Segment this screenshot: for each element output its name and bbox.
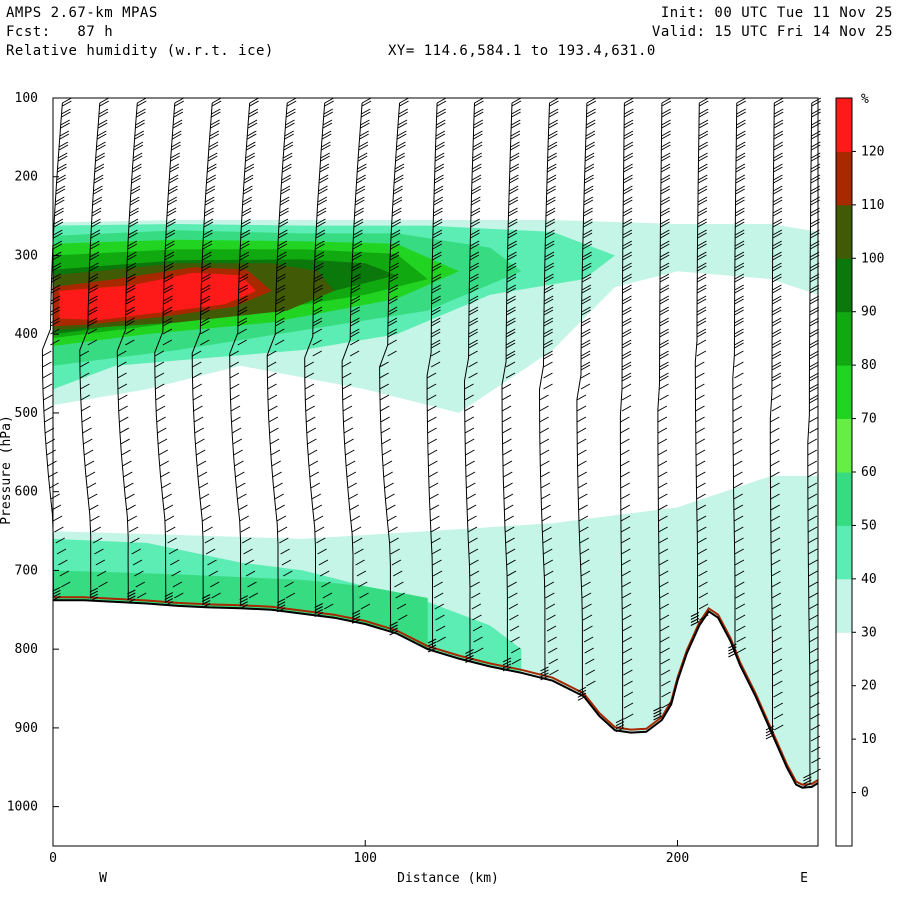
y-tick-label: 100 (15, 91, 38, 106)
colorbar-level-label: 20 (861, 679, 877, 694)
colorbar-swatch (836, 365, 852, 419)
colorbar-swatch (836, 739, 852, 793)
y-tick-label: 900 (15, 721, 38, 736)
colorbar-swatch (836, 792, 852, 847)
y-tick-label: 1000 (7, 800, 38, 815)
colorbar-swatch (836, 311, 852, 366)
y-tick-label: 400 (15, 327, 38, 342)
colorbar-level-label: 30 (861, 625, 877, 640)
colorbar-unit: % (861, 92, 869, 107)
rh-region-rh_130 (59, 272, 257, 320)
colorbar-level-label: 40 (861, 572, 877, 587)
wind-barb-column (426, 97, 447, 653)
xy-range: XY= 114.6,584.1 to 193.4,631.0 (388, 43, 656, 59)
axis-layer: 100 200 300 400 500 600 700 800 900 1000 0 100 200 (7, 91, 690, 866)
wind-barb-column (803, 97, 822, 788)
colorbar-swatch (836, 98, 852, 152)
valid-time: Valid: 15 UTC Fri 14 Nov 25 (651, 24, 893, 40)
colorbar-swatch (836, 418, 852, 473)
x-tick-label: 100 (354, 851, 377, 866)
init-time: Init: 00 UTC Tue 11 Nov 25 (660, 5, 893, 21)
colorbar-level-label: 70 (861, 412, 877, 427)
wind-barb-column (501, 97, 522, 672)
wind-barb-column (379, 97, 409, 636)
terrain-line (53, 599, 819, 789)
wind-barb-column (154, 97, 185, 607)
forecast-hour: Fcst: 87 h (6, 24, 114, 40)
y-tick-label: 600 (15, 485, 38, 500)
field-name: Relative humidity (w.r.t. ice) (6, 43, 274, 59)
x-tick-label: 200 (666, 851, 689, 866)
wind-barb-column (615, 97, 634, 733)
colorbar-swatch (836, 525, 852, 580)
colorbar-swatch (836, 685, 852, 740)
colorbar-swatch (836, 472, 852, 526)
x-tick-label: 0 (49, 851, 57, 866)
wind-barb-column (41, 97, 72, 601)
colorbar-level-label: 100 (861, 251, 884, 266)
wind-barb-column (79, 97, 110, 602)
colorbar-swatch (836, 578, 852, 633)
colorbar-level-label: 80 (861, 358, 877, 373)
terrain-layer (53, 596, 819, 846)
plot-frame (52, 97, 819, 847)
below-ground-mask (53, 600, 818, 846)
colorbar-swatch (836, 632, 852, 687)
wind-barb-layer (41, 97, 822, 788)
y-tick-label: 800 (15, 642, 38, 657)
colorbar-swatch (836, 204, 852, 259)
y-tick-label: 500 (15, 406, 38, 421)
wind-barb-column (690, 97, 709, 626)
wind-barb-column (576, 97, 597, 701)
colorbar-level-label: 60 (861, 465, 877, 480)
colorbar-level-label: 10 (861, 732, 877, 747)
colorbar-swatch (836, 258, 852, 313)
colorbar-level-label: 90 (861, 305, 877, 320)
wind-barb-column (538, 97, 559, 681)
y-tick-label: 700 (15, 563, 38, 578)
wind-barb-column (266, 97, 297, 613)
east-label: E (800, 871, 808, 886)
wind-barb-column (765, 97, 784, 740)
wind-barb-column (116, 97, 147, 604)
wind-barb-column (341, 97, 372, 624)
colorbar-level-label: 120 (861, 144, 884, 159)
colorbar-level-label: 110 (861, 198, 884, 213)
model-name: AMPS 2.67-km MPAS (6, 5, 158, 21)
x-axis-label: Distance (km) (397, 871, 499, 886)
colorbar-swatch (836, 151, 852, 206)
west-label: W (99, 871, 107, 886)
wind-barb-column (229, 97, 259, 610)
wind-barb-column (463, 97, 484, 663)
colorbar: 0 10 20 30 40 50 60 70 80 90 100 110 120 (835, 97, 884, 847)
y-axis-label: Pressure (hPa) (0, 415, 14, 525)
wind-barb-column (728, 97, 747, 658)
colorbar-level-label: 50 (861, 518, 877, 533)
wind-barb-column (653, 97, 672, 721)
y-tick-label: 300 (15, 248, 38, 263)
y-tick-label: 200 (15, 170, 38, 185)
wind-barb-column (191, 97, 222, 608)
colorbar-level-label: 0 (861, 786, 869, 801)
wind-barb-column (304, 97, 334, 617)
